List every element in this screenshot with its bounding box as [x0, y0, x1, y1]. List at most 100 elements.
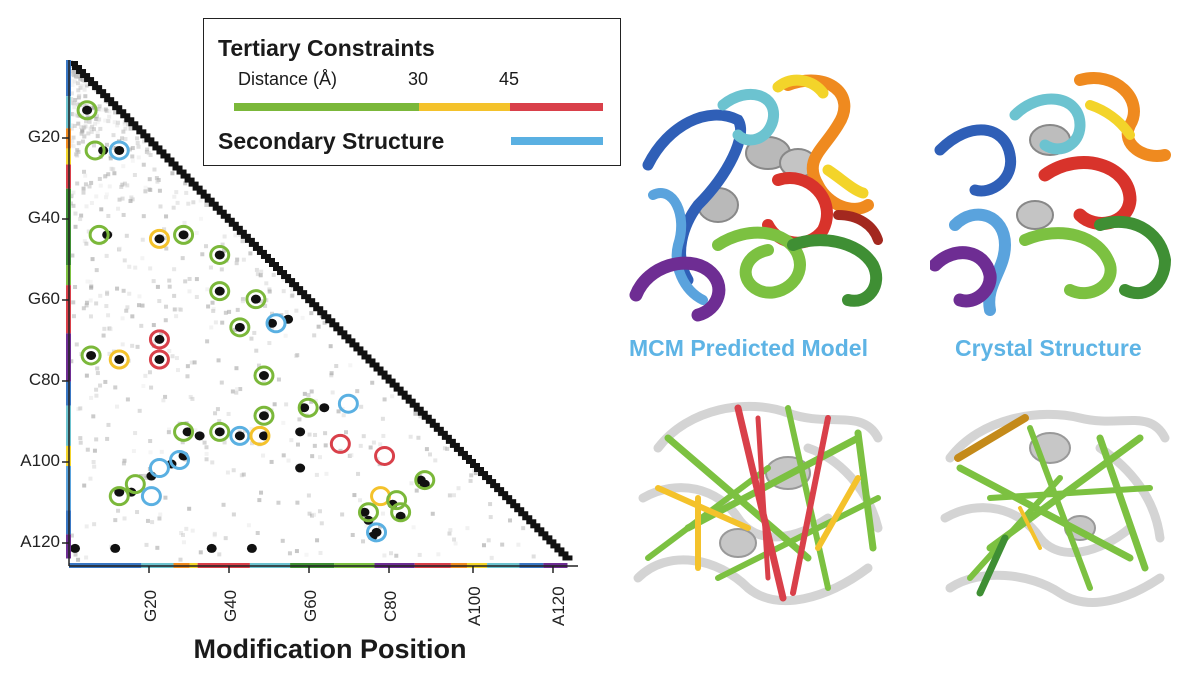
- diagonal-cell: [108, 101, 119, 107]
- noise-cell: [140, 303, 145, 308]
- backbone-ribbon: [633, 555, 873, 606]
- diagonal-cell: [333, 326, 344, 332]
- noise-cell: [281, 289, 286, 294]
- noise-cell: [336, 409, 341, 414]
- noise-cell: [172, 194, 177, 199]
- noise-cell: [82, 169, 87, 174]
- diagonal-cell: [526, 519, 537, 525]
- contact-blob: [295, 427, 306, 437]
- noise-cell: [95, 130, 100, 135]
- noise-cell: [319, 521, 324, 526]
- noise-cell: [121, 164, 126, 169]
- predicted-ribbon-structure: [628, 65, 898, 327]
- noise-cell: [98, 126, 103, 131]
- diagonal-cell: [301, 294, 312, 300]
- noise-cell: [98, 383, 103, 388]
- diagonal-cell: [429, 422, 440, 428]
- noise-cell: [181, 540, 186, 545]
- crystal-structure-caption: Crystal Structure: [955, 335, 1142, 361]
- noise-cell: [89, 201, 94, 206]
- noise-cell: [283, 333, 288, 338]
- noise-cell: [97, 117, 102, 122]
- constraint-rod-long: [734, 404, 787, 602]
- noise-cell: [183, 181, 188, 186]
- noise-cell: [105, 436, 110, 441]
- constraint-circle-short: [253, 365, 275, 386]
- noise-cell: [107, 351, 112, 356]
- noise-cell: [122, 516, 127, 521]
- noise-cell: [174, 356, 179, 361]
- diagonal-cell: [522, 515, 533, 521]
- noise-cell: [180, 532, 185, 537]
- diagonal-cell: [329, 322, 340, 328]
- constraint-circle-short: [76, 100, 98, 121]
- constraint-rod-medium: [1018, 506, 1042, 550]
- diagonal-cell: [470, 463, 480, 468]
- noise-cell: [104, 304, 109, 309]
- noise-cell: [83, 173, 88, 178]
- noise-cell: [521, 526, 526, 531]
- noise-cell: [75, 113, 80, 118]
- constraint-circle-short: [390, 502, 412, 523]
- noise-cell: [136, 155, 141, 160]
- noise-cell: [281, 277, 286, 282]
- noise-cell: [145, 518, 150, 523]
- diagonal-cell: [136, 129, 147, 135]
- noise-cell: [140, 237, 145, 242]
- noise-cell: [223, 536, 228, 541]
- backbone-ribbon: [945, 570, 1165, 607]
- noise-cell: [323, 431, 328, 436]
- noise-cell: [413, 411, 418, 416]
- noise-cell: [255, 272, 260, 277]
- noise-cell: [235, 307, 240, 312]
- noise-cell: [240, 299, 245, 304]
- ligand-blob: [719, 528, 757, 558]
- noise-cell: [329, 371, 334, 376]
- noise-cell: [271, 272, 276, 277]
- x-tick-label: A100: [465, 586, 484, 626]
- helix-yellow: [772, 74, 829, 99]
- contact-blob: [246, 543, 257, 553]
- noise-cell: [361, 434, 366, 439]
- noise-cell: [481, 543, 486, 548]
- noise-cell: [204, 457, 209, 462]
- noise-cell: [364, 523, 369, 528]
- noise-cell: [80, 139, 85, 144]
- noise-cell: [155, 284, 160, 289]
- noise-cell: [103, 174, 108, 179]
- noise-cell: [200, 252, 205, 257]
- noise-cell: [87, 119, 92, 124]
- noise-cell: [238, 387, 243, 392]
- noise-cell: [89, 285, 94, 290]
- noise-cell: [452, 537, 457, 542]
- noise-cell: [143, 185, 148, 190]
- diagonal-cell: [510, 503, 521, 509]
- noise-cell: [176, 368, 181, 373]
- noise-cell: [115, 120, 120, 125]
- noise-cell: [72, 69, 77, 74]
- noise-cell: [104, 195, 109, 200]
- noise-cell: [77, 93, 82, 98]
- diagonal-cell: [220, 213, 231, 219]
- noise-cell: [98, 183, 103, 188]
- noise-cell: [72, 79, 77, 84]
- helix-darkgreen: [1094, 215, 1172, 300]
- noise-cell: [96, 107, 101, 112]
- diagonal-cell: [453, 446, 464, 452]
- noise-cell: [84, 241, 89, 246]
- noise-cell: [297, 417, 302, 422]
- noise-cell: [111, 133, 116, 138]
- diagonal-cell: [389, 382, 400, 388]
- noise-cell: [468, 478, 473, 483]
- noise-cell: [378, 442, 383, 447]
- noise-cell: [106, 313, 111, 318]
- noise-cell: [209, 325, 214, 330]
- noise-cell: [104, 192, 109, 197]
- diagonal-cell: [140, 133, 151, 139]
- noise-cell: [107, 184, 112, 189]
- constraint-circle-short: [253, 405, 275, 426]
- noise-cell: [91, 460, 96, 465]
- noise-cell: [88, 476, 93, 481]
- noise-cell: [92, 448, 97, 453]
- noise-cell: [122, 121, 127, 126]
